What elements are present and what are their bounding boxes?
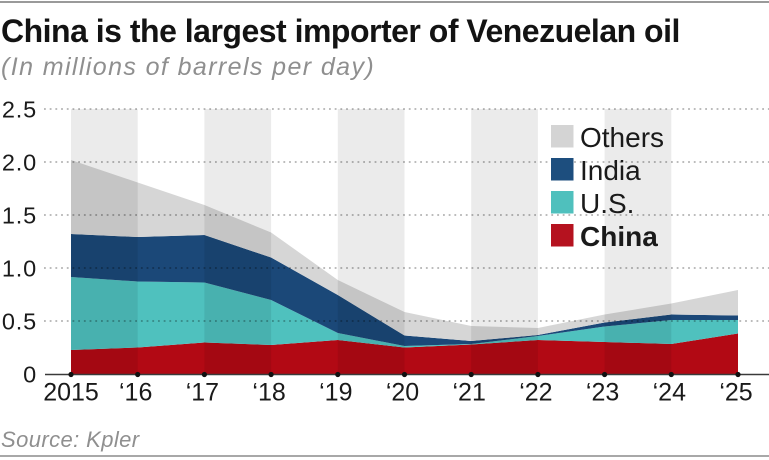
svg-text:U.S.: U.S. [580,188,634,219]
svg-text:2.5: 2.5 [2,97,37,123]
svg-text:China: China [580,221,658,252]
svg-text:Others: Others [580,122,664,153]
svg-text:‘23: ‘23 [586,379,619,407]
svg-text:India: India [580,155,641,186]
svg-text:2015: 2015 [43,379,99,407]
svg-text:0.5: 0.5 [2,309,37,335]
svg-text:2.0: 2.0 [2,150,37,176]
svg-text:‘25: ‘25 [719,379,752,407]
svg-text:‘16: ‘16 [119,379,152,407]
svg-text:‘18: ‘18 [252,379,285,407]
svg-text:1.5: 1.5 [2,203,37,229]
svg-text:‘24: ‘24 [653,379,686,407]
svg-text:‘20: ‘20 [386,379,419,407]
svg-text:‘21: ‘21 [453,379,486,407]
svg-text:‘22: ‘22 [519,379,552,407]
svg-text:‘19: ‘19 [319,379,352,407]
svg-text:‘17: ‘17 [186,379,219,407]
svg-text:0: 0 [23,362,37,388]
svg-text:1.0: 1.0 [2,256,37,282]
